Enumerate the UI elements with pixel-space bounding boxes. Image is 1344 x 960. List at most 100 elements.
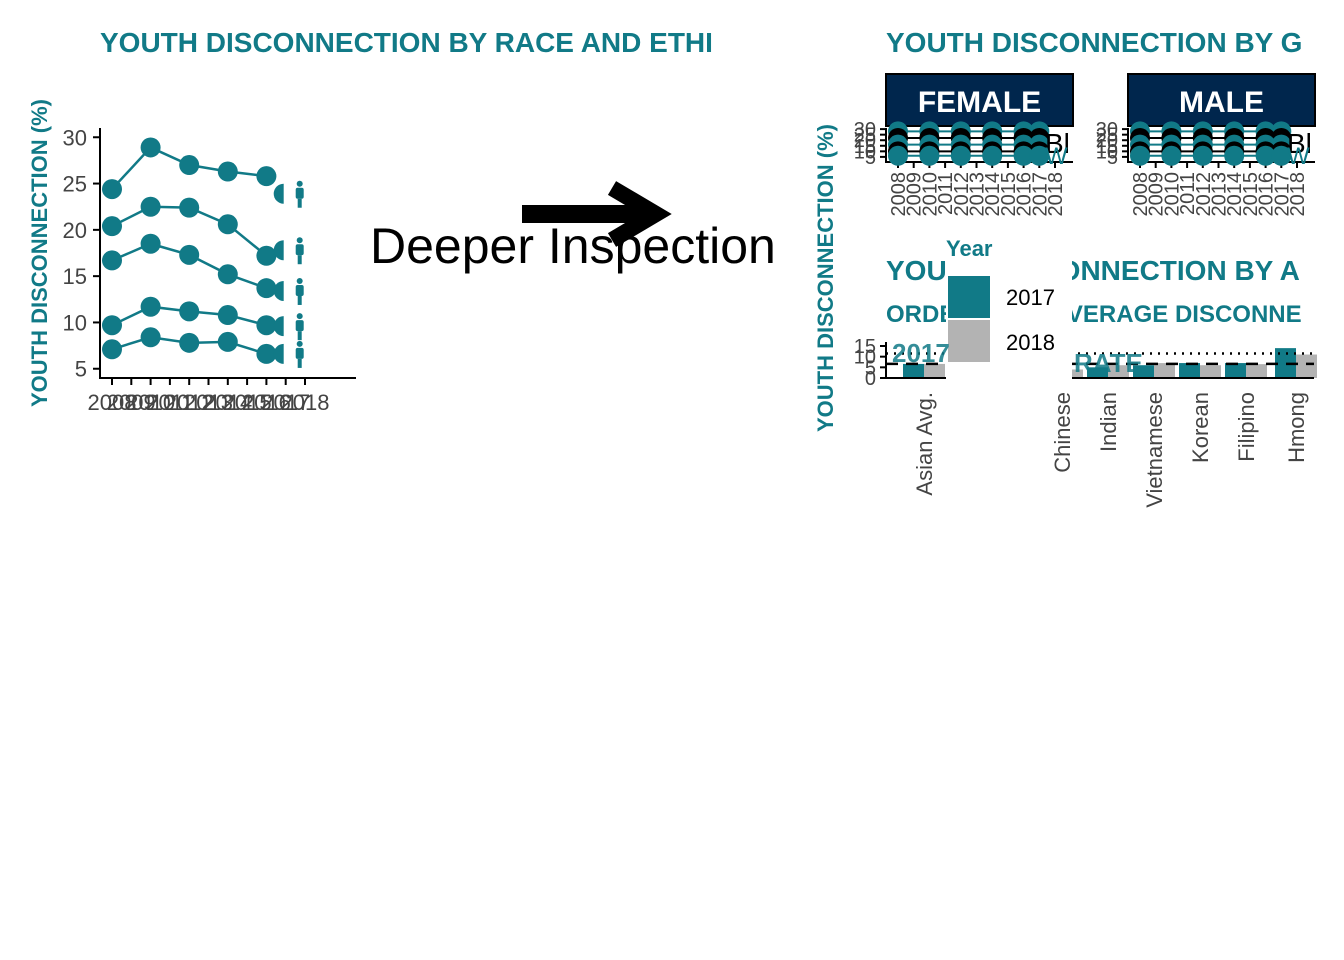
legend-label-2017: 2017 xyxy=(1006,285,1055,310)
data-point xyxy=(217,161,238,182)
x-tick-label: 2018 xyxy=(1045,172,1067,217)
data-point xyxy=(1161,145,1182,166)
bar xyxy=(903,363,924,378)
y-tick-label: 10 xyxy=(854,141,876,163)
legend-key-2018 xyxy=(948,320,990,362)
data-point xyxy=(217,331,238,352)
annotation-year: 2017 xyxy=(892,338,950,368)
x-tick-label: 2018 xyxy=(281,390,330,415)
x-tick-label: 2013 xyxy=(184,390,233,415)
x-tick-label: 2012 xyxy=(951,172,973,217)
data-point xyxy=(179,197,200,218)
bar xyxy=(1087,367,1108,378)
y-tick-label: 30 xyxy=(63,125,87,150)
data-point xyxy=(1224,145,1245,166)
x-tick-label: 2008 xyxy=(88,390,137,415)
x-tick-label: 2014 xyxy=(982,172,1004,217)
y-tick-label: 5 xyxy=(1107,147,1118,169)
y-tick-label: 10 xyxy=(1096,141,1118,163)
person-icon xyxy=(297,255,302,265)
person-icon xyxy=(295,284,304,296)
x-tick-label: 2009 xyxy=(107,390,156,415)
person-icon xyxy=(297,358,302,368)
category-label: Korean xyxy=(1188,392,1213,463)
y-tick-label: 15 xyxy=(854,336,876,358)
data-point xyxy=(179,155,200,176)
data-point xyxy=(140,233,161,254)
bar xyxy=(1154,363,1175,378)
y-tick-label: 25 xyxy=(63,172,87,197)
legend-key-2017 xyxy=(948,276,990,318)
data-point xyxy=(919,145,940,166)
y-tick-label: 30 xyxy=(1096,119,1118,141)
bar xyxy=(1179,363,1200,378)
category-label: Vietnamese xyxy=(1142,392,1167,508)
bar xyxy=(1200,365,1221,378)
person-icon xyxy=(296,340,303,347)
x-tick-label: 2011 xyxy=(935,172,957,215)
x-tick-label: 2008 xyxy=(888,172,910,217)
bar xyxy=(1246,364,1267,378)
y-tick-label: 25 xyxy=(854,125,876,147)
data-point xyxy=(1255,145,1276,166)
person-icons xyxy=(295,180,304,368)
data-point xyxy=(102,216,122,237)
y-tick-label: 20 xyxy=(854,130,876,152)
axes xyxy=(93,128,356,385)
data-point xyxy=(1013,145,1034,166)
data-point xyxy=(102,315,122,336)
data-point xyxy=(217,214,238,235)
data-point xyxy=(888,145,908,166)
x-tick-label: 2009 xyxy=(1146,172,1168,217)
annotation-rate: RATE xyxy=(1074,348,1143,378)
x-tick-label: 2016 xyxy=(1256,172,1278,217)
facet-strip xyxy=(1127,73,1316,127)
data-point xyxy=(1192,145,1213,166)
data-point xyxy=(102,250,122,271)
x-tick-label: 2013 xyxy=(967,172,989,217)
panel-gender-facets: YOUTH DISCONNECTION BY G YOUTH DISCONNEC… xyxy=(813,27,1316,432)
x-tick-label: 2010 xyxy=(919,172,941,217)
bar xyxy=(1296,354,1317,378)
line-end-label: W xyxy=(1045,143,1068,170)
x-tick-label: 2016 xyxy=(1014,172,1036,217)
line-end-label: Bl xyxy=(1287,128,1312,159)
data-point xyxy=(179,301,200,322)
category-label: Filipino xyxy=(1234,392,1259,462)
y-tick-label: 0 xyxy=(865,368,876,390)
person-icon xyxy=(296,313,303,320)
annotation-text: Deeper Inspection xyxy=(370,218,776,274)
person-icon xyxy=(297,331,302,341)
y-axis-label-gender: YOUTH DISCONNECTION (%) xyxy=(813,124,838,432)
data-point xyxy=(256,166,277,187)
data-point xyxy=(140,196,161,217)
y-tick-label: 15 xyxy=(63,264,87,289)
data-point xyxy=(140,137,161,158)
x-tick-label: 2009 xyxy=(904,172,926,217)
x-tick-label: 2015 xyxy=(1240,172,1262,217)
y-tick-label: 10 xyxy=(854,347,876,369)
x-tick-label: 2017 xyxy=(1029,172,1051,217)
facet-label: MALE xyxy=(1179,86,1264,119)
data-point xyxy=(140,296,161,317)
panel-asian-bars: YOUTH DISCONNECTION BY A ORDERED BY AVER… xyxy=(854,236,1317,508)
person-icon xyxy=(297,295,302,305)
x-tick-label: 2018 xyxy=(1287,172,1309,217)
data-point xyxy=(179,244,200,265)
panel-race-line-chart: YOUTH DISCONNECTION BY RACE AND ETHI YOU… xyxy=(27,27,713,415)
data-point xyxy=(950,145,971,166)
bar xyxy=(1275,348,1296,378)
legend: Year 2017 2018 xyxy=(946,236,1072,380)
bar xyxy=(1133,365,1154,378)
x-tick-label: 2015 xyxy=(223,390,272,415)
category-label: Asian Avg. xyxy=(912,392,937,496)
half-data-point xyxy=(273,183,284,204)
axis-lines xyxy=(99,128,356,379)
y-tick-label: 15 xyxy=(854,136,876,158)
facets: FEMALE5101520253020082009201020112012201… xyxy=(854,73,1316,217)
data-point xyxy=(1130,145,1150,166)
y-tick-label: 5 xyxy=(865,147,876,169)
deeper-inspection-arrow xyxy=(522,181,672,247)
legend-title: Year xyxy=(946,236,993,261)
category-label: Chinese xyxy=(1050,392,1075,473)
